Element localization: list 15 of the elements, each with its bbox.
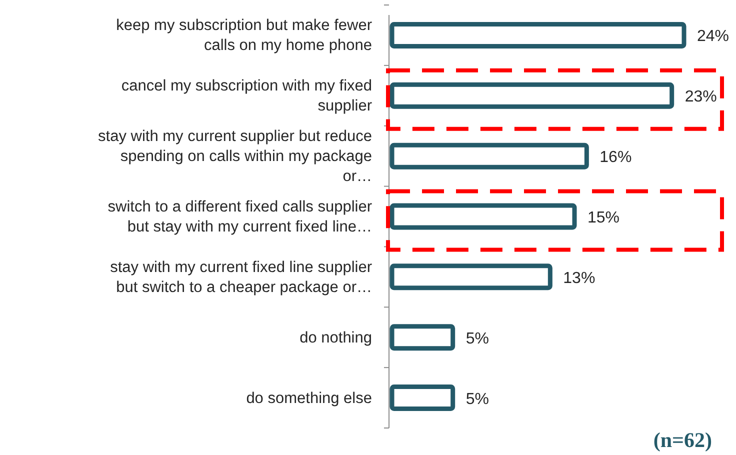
data-label: 5% bbox=[466, 390, 489, 408]
annotation: (n=62) bbox=[653, 428, 712, 452]
data-label: 23% bbox=[684, 88, 717, 106]
data-label: 13% bbox=[563, 270, 596, 287]
y-tick-label: stay with my current fixed line supplier but switch to a cheaper package or… bbox=[110, 258, 372, 296]
y-tick-label: cancel my subscription with my fixed supplier bbox=[121, 78, 372, 115]
y-tick-label: do something else bbox=[246, 390, 372, 407]
data-label: 24% bbox=[697, 28, 730, 46]
y-tick-label: switch to a different fixed calls supplier but stay with my current fixed line… bbox=[108, 198, 372, 236]
y-tick-label: keep my subscription but make fewer calls on my home phone bbox=[116, 17, 372, 54]
y-tick-label: do nothing bbox=[300, 329, 372, 346]
data-label: 15% bbox=[588, 210, 620, 226]
y-tick-label: stay with my current supplier but reduce spending on calls within my package or… bbox=[98, 128, 372, 186]
data-label: 5% bbox=[466, 330, 489, 348]
data-label: 16% bbox=[600, 149, 632, 166]
